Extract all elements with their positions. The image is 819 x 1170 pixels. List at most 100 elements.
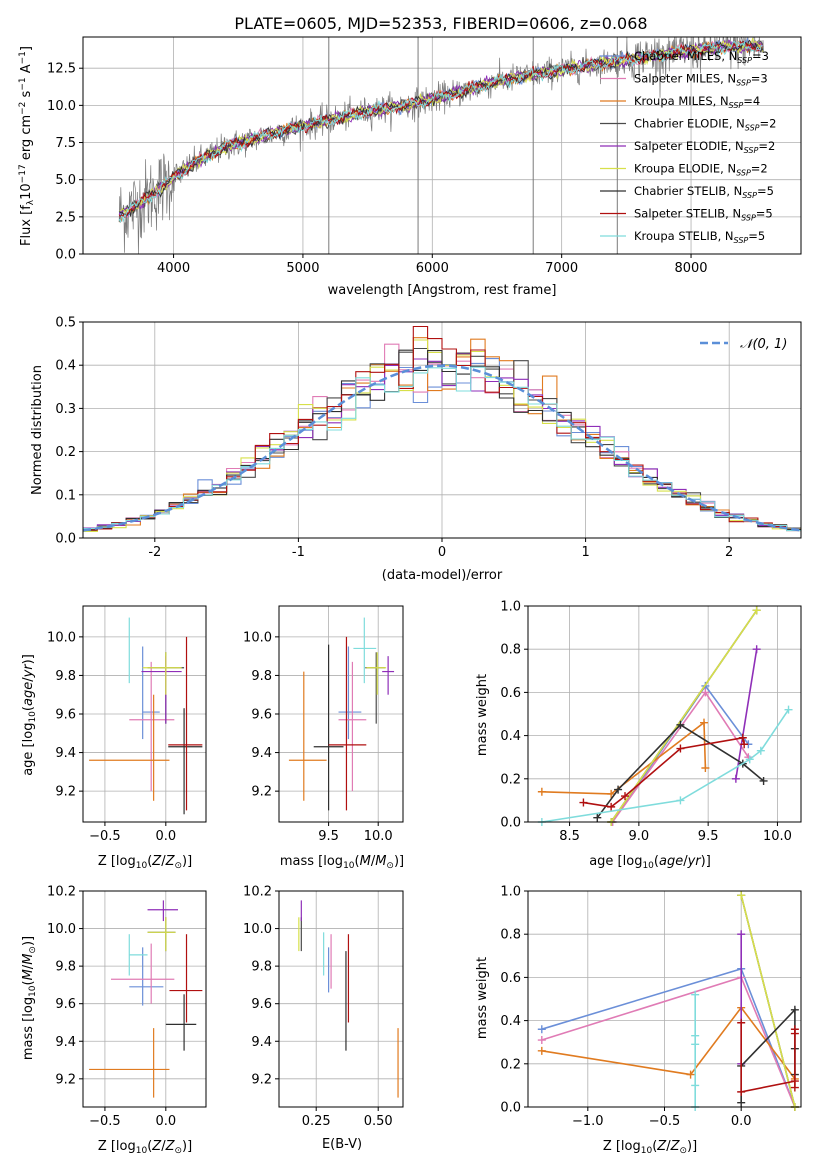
y-tick-label: 1.0: [500, 885, 521, 900]
x-tick-label: 7000: [545, 261, 578, 276]
legend-label: Chabrier MILES, NSSP=3: [634, 49, 769, 65]
legend-sub: SSP: [737, 56, 752, 65]
y-tick-label: 10.0: [243, 630, 272, 645]
x-tick-label: 0.0: [155, 829, 176, 844]
y-tick-label: 0.0: [500, 816, 521, 831]
x-tick-label: 0.0: [155, 1114, 176, 1129]
legend-sub: SSP: [744, 146, 759, 155]
y-tick-label: 0.6: [500, 686, 521, 701]
x-tick-label: 0: [438, 545, 446, 560]
x-tick-label: −0.5: [89, 1114, 121, 1129]
legend-rest: =2: [758, 139, 775, 153]
x-tick-label: 10.0: [364, 829, 393, 844]
weight-marker-krou_miles: [699, 718, 708, 727]
weight-marker-chab_stelib: [759, 776, 768, 785]
legend-rest: =3: [752, 49, 769, 63]
weight-marker-salp_stelib: [737, 1087, 746, 1096]
y-tick-label: 9.4: [251, 1035, 272, 1050]
weight-marker-salp_stelib: [790, 1025, 799, 1034]
y-tick-label: 5.0: [55, 173, 76, 188]
age-vs-metallicity-xlabel: Z [log10(Z/Z⊙)]: [98, 854, 192, 871]
y-tick-label: 10.0: [47, 922, 76, 937]
legend-rest: =5: [757, 184, 774, 198]
weight-marker-chab_stelib: [737, 1098, 746, 1107]
weight-marker-krou_stelib: [784, 705, 793, 714]
panel-frame: [278, 890, 404, 1108]
weight-marker-salp_elodie: [752, 645, 761, 654]
weight-marker-krou_miles: [537, 1046, 546, 1055]
y-tick-label: 10.0: [47, 99, 76, 114]
weight-line-salp_miles: [541, 976, 796, 1108]
normal-legend-label: 𝒩(0, 1): [740, 337, 787, 352]
y-tick-label: 9.2: [55, 785, 76, 800]
y-tick-label: 9.2: [55, 1072, 76, 1087]
legend-label: Chabrier ELODIE, NSSP=2: [634, 117, 776, 133]
y-tick-label: 0.4: [500, 729, 521, 744]
legend-sub: SSP: [729, 101, 744, 110]
weight-marker-krou_miles: [686, 1070, 695, 1079]
page-title: PLATE=0605, MJD=52353, FIBERID=0606, z=0…: [234, 14, 647, 33]
y-tick-label: 9.6: [55, 708, 76, 723]
weight-marker-krou_stelib: [691, 1081, 700, 1090]
weight-marker-krou_stelib: [691, 1040, 700, 1049]
y-tick-label: 9.4: [55, 746, 76, 761]
normal-reference-curve: [82, 364, 802, 532]
panel-frame: [82, 890, 207, 1108]
weight-marker-krou_elodie: [752, 606, 761, 615]
legend-label: Kroupa ELODIE, NSSP=2: [634, 162, 768, 178]
y-tick-label: 0.8: [500, 643, 521, 658]
y-tick-label: 0.2: [55, 445, 76, 460]
y-tick-label: 9.8: [251, 960, 272, 975]
legend-label: Salpeter MILES, NSSP=3: [634, 72, 768, 88]
mass-vs-extinction-xlabel: E(B-V): [322, 1137, 362, 1152]
weight-marker-krou_stelib: [676, 796, 685, 805]
mass-vs-extinction-panel: 0.25 0.50 9.2 9.4 9.6 9.8 10.0 10.2: [243, 885, 404, 1129]
y-tick-label: 0.5: [55, 316, 76, 331]
weight-marker-salp_stelib: [790, 1083, 799, 1092]
panel-frame: [527, 605, 802, 823]
mass-weight-vs-metallicity-ylabel: mass weight: [475, 957, 490, 1039]
y-tick-label: 9.2: [251, 785, 272, 800]
weight-line-krou_elodie: [740, 895, 796, 1108]
mass-vs-metallicity-panel: −0.5 0.0 9.2 9.4 9.6 9.8 10.0 10.2: [47, 885, 207, 1129]
y-tick-label: 0.0: [55, 248, 76, 263]
y-tick-label: 0.0: [500, 1101, 521, 1116]
weight-marker-salp_stelib: [579, 798, 588, 807]
legend-rest: =4: [743, 94, 760, 108]
y-tick-label: 7.5: [55, 136, 76, 151]
mass-weight-vs-metallicity-xlabel: Z [log10(Z/Z⊙)]: [603, 1139, 697, 1156]
y-tick-label: 10.0: [243, 922, 272, 937]
y-tick-label: 10.2: [47, 885, 76, 900]
weight-marker-salp_elodie: [731, 774, 740, 783]
weight-marker-krou_stelib: [745, 755, 754, 764]
y-tick-label: 9.6: [251, 708, 272, 723]
legend-rest: =3: [751, 72, 768, 86]
legend-sub: SSP: [734, 236, 749, 245]
mass-weight-vs-age-xlabel: age [log10(age/yr)]: [589, 854, 711, 871]
residuals-xlabel: (data-model)/error: [382, 568, 503, 583]
weight-line-krou_miles: [541, 721, 707, 795]
x-tick-label: 6000: [416, 261, 449, 276]
spectrum-xlabel: wavelength [Angstrom, rest frame]: [328, 283, 557, 298]
weight-marker-krou_miles: [537, 787, 546, 796]
x-tick-label: 8000: [674, 261, 707, 276]
mass-vs-metallicity-ylabel: mass [log10(M/M⊙)]: [21, 936, 38, 1060]
legend-rest: =2: [760, 117, 777, 131]
spectrum-ticks: 4000 5000 6000 7000 8000 0.0 2.5 5.0 7.5 10.0 12.5: [47, 62, 708, 276]
y-tick-label: 9.8: [251, 669, 272, 684]
age-vs-metallicity-ylabel: age [log10(age/yr)]: [21, 654, 38, 776]
spectrum-ylabel: Flux [fλ10−17 erg cm−2 s−1 A−1]: [18, 46, 36, 246]
x-tick-label: 10.0: [763, 829, 792, 844]
mass-weight-vs-age-ylabel: mass weight: [475, 674, 490, 756]
weight-line-chab_miles: [541, 967, 796, 1108]
x-tick-label: −0.5: [89, 829, 121, 844]
y-tick-label: 2.5: [55, 210, 76, 225]
weight-marker-salp_stelib: [607, 802, 616, 811]
y-tick-label: 0.3: [55, 402, 76, 417]
legend-sub: SSP: [742, 191, 757, 200]
x-tick-label: 9.5: [698, 829, 719, 844]
weight-marker-krou_stelib: [756, 746, 765, 755]
x-tick-label: -2: [148, 545, 161, 560]
y-tick-label: 9.8: [55, 960, 76, 975]
x-tick-label: 9.0: [629, 829, 650, 844]
